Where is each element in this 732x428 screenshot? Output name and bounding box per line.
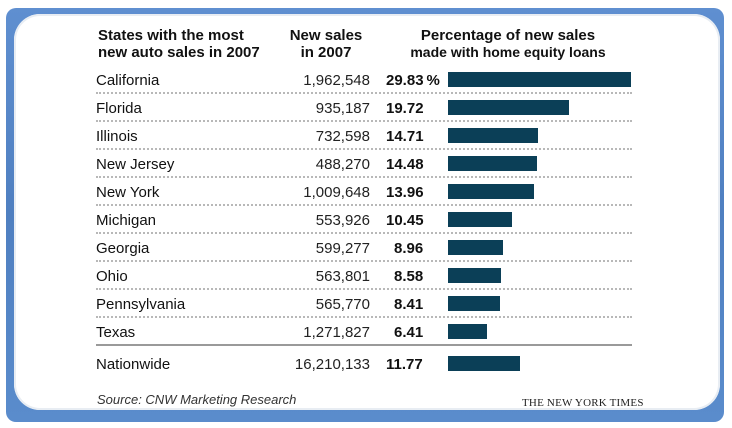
bar bbox=[448, 324, 488, 339]
percentage-label: 14.71 bbox=[386, 128, 424, 145]
sales-value: 1,009,648 bbox=[303, 184, 370, 201]
credit-label: THE NEW YORK TIMES bbox=[522, 397, 644, 409]
bar bbox=[448, 156, 537, 171]
percentage-label: 29.83% bbox=[386, 72, 440, 89]
header-states-line1: States with the most bbox=[98, 27, 244, 44]
percentage-label: 8.41 bbox=[394, 296, 424, 313]
row-divider bbox=[96, 204, 632, 206]
state-label: Ohio bbox=[96, 268, 128, 285]
state-label: Texas bbox=[96, 324, 136, 341]
header-states: States with the most new auto sales in 2… bbox=[98, 27, 260, 61]
row-divider bbox=[96, 120, 632, 122]
bar bbox=[448, 268, 501, 283]
source-note: Source: CNW Marketing Research bbox=[97, 392, 297, 407]
table-row: Michigan 553,926 10.45 bbox=[96, 208, 632, 236]
bar bbox=[448, 212, 513, 227]
header-new-sales: New sales in 2007 bbox=[286, 27, 366, 61]
header-sales-line2: in 2007 bbox=[300, 44, 352, 61]
table-row: Ohio 563,801 8.58 bbox=[96, 264, 632, 292]
bar bbox=[448, 356, 521, 371]
sales-value: 563,801 bbox=[315, 268, 370, 285]
table-row: Texas 1,271,827 6.41 bbox=[96, 320, 632, 348]
table-row: New Jersey 488,270 14.48 bbox=[96, 152, 632, 180]
state-label: Florida bbox=[96, 100, 142, 117]
table-row: Florida 935,187 19.72 bbox=[96, 96, 632, 124]
bar bbox=[448, 240, 503, 255]
percentage-label: 13.96 bbox=[386, 184, 424, 201]
state-label: New York bbox=[96, 184, 160, 201]
bar bbox=[448, 72, 631, 87]
sales-value: 488,270 bbox=[315, 156, 370, 173]
state-label: Pennsylvania bbox=[96, 296, 186, 313]
sales-value: 732,598 bbox=[315, 128, 370, 145]
sales-value: 935,187 bbox=[315, 100, 370, 117]
header-states-line2: new auto sales in 2007 bbox=[98, 44, 260, 61]
bar bbox=[448, 296, 500, 311]
table-row: California 1,962,548 29.83% bbox=[96, 68, 632, 96]
bar bbox=[448, 184, 534, 199]
table-row: Pennsylvania 565,770 8.41 bbox=[96, 292, 632, 320]
header-percentage: Percentage of new sales made with home e… bbox=[378, 27, 638, 61]
percentage-label: 11.77 bbox=[386, 356, 423, 373]
row-divider bbox=[96, 148, 632, 150]
state-label: Illinois bbox=[96, 128, 138, 145]
header-pct-line2: made with home equity loans bbox=[410, 44, 606, 60]
sales-value: 599,277 bbox=[315, 240, 370, 257]
state-label: Georgia bbox=[96, 240, 150, 257]
header-pct-line1: Percentage of new sales bbox=[420, 27, 596, 44]
table-row: Illinois 732,598 14.71 bbox=[96, 124, 632, 152]
sales-value: 553,926 bbox=[315, 212, 370, 229]
table-row: Georgia 599,277 8.96 bbox=[96, 236, 632, 264]
percentage-label: 6.41 bbox=[394, 324, 424, 341]
sales-value: 565,770 bbox=[315, 296, 370, 313]
row-divider bbox=[96, 288, 632, 290]
table-row: New York 1,009,648 13.96 bbox=[96, 180, 632, 208]
row-divider bbox=[96, 92, 632, 94]
table-row: Nationwide 16,210,133 11.77 bbox=[96, 352, 632, 380]
sales-value: 1,271,827 bbox=[303, 324, 370, 341]
percent-sign: % bbox=[426, 72, 440, 89]
percentage-label: 8.58 bbox=[394, 268, 424, 285]
bar bbox=[448, 128, 539, 143]
total-divider bbox=[96, 344, 632, 346]
bar bbox=[448, 100, 569, 115]
sales-value: 16,210,133 bbox=[294, 356, 370, 373]
percentage-label: 8.96 bbox=[394, 240, 424, 257]
row-divider bbox=[96, 176, 632, 178]
sales-value: 1,962,548 bbox=[303, 72, 370, 89]
row-divider bbox=[96, 232, 632, 234]
state-label: California bbox=[96, 72, 160, 89]
percentage-label: 19.72 bbox=[386, 100, 424, 117]
state-label: New Jersey bbox=[96, 156, 175, 173]
state-label: Michigan bbox=[96, 212, 157, 229]
header-sales-line1: New sales bbox=[289, 27, 363, 44]
state-label: Nationwide bbox=[96, 356, 171, 373]
row-divider bbox=[96, 260, 632, 262]
percentage-label: 10.45 bbox=[386, 212, 424, 229]
row-divider bbox=[96, 316, 632, 318]
percentage-label: 14.48 bbox=[386, 156, 424, 173]
